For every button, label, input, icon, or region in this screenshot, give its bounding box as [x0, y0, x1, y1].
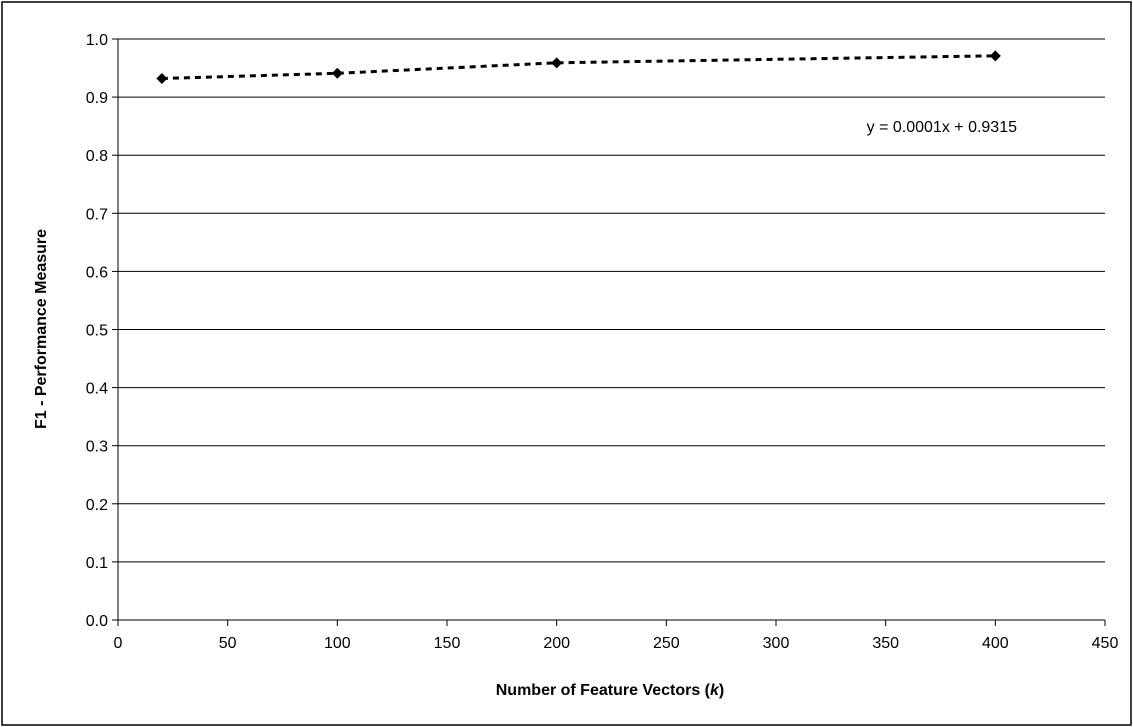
x-tick-label: 100 [324, 635, 351, 652]
y-tick-label: 0.7 [86, 206, 108, 223]
x-tick-label: 150 [434, 635, 461, 652]
data-point [156, 73, 168, 85]
data-points [156, 50, 1001, 85]
trendline-equation: y = 0.0001x + 0.9315 [867, 119, 1017, 136]
y-tick-label: 0.4 [86, 381, 108, 398]
x-tick-label: 250 [653, 635, 680, 652]
x-tick-label: 400 [982, 635, 1009, 652]
axes [112, 38, 1106, 626]
x-tick-label: 300 [763, 635, 790, 652]
y-tick-label: 0.3 [86, 439, 108, 456]
x-axis-title: Number of Feature Vectors (k) [496, 682, 725, 699]
x-axis-title-var: k [710, 682, 720, 699]
x-tick-label: 0 [114, 635, 123, 652]
x-tick-labels: 0 50 100 150 200 250 300 350 400 450 [114, 635, 1119, 652]
y-tick-label: 0.2 [86, 497, 108, 514]
y-tick-label: 0.0 [86, 613, 108, 630]
x-tick-label: 350 [872, 635, 899, 652]
y-tick-label: 0.5 [86, 323, 108, 340]
y-tick-label: 1.0 [86, 32, 108, 49]
y-tick-label: 0.9 [86, 90, 108, 107]
y-tick-label: 0.1 [86, 555, 108, 572]
grid [118, 38, 1105, 563]
x-axis-title-text: Number of Feature Vectors ( [496, 682, 711, 699]
y-tick-label: 0.6 [86, 264, 108, 281]
x-tick-label: 450 [1092, 635, 1119, 652]
x-tick-label: 50 [219, 635, 237, 652]
data-point [989, 50, 1001, 62]
y-tick-labels: 0.0 0.1 0.2 0.3 0.4 0.5 0.6 0.7 0.8 0.9 1.0 [86, 32, 108, 630]
y-axis-title: F1 - Performance Measure [33, 229, 50, 429]
x-tick-label: 200 [543, 635, 570, 652]
data-point [331, 67, 343, 79]
data-point [551, 57, 563, 69]
y-tick-label: 0.8 [86, 148, 108, 165]
x-axis-title-close: ) [719, 682, 724, 699]
